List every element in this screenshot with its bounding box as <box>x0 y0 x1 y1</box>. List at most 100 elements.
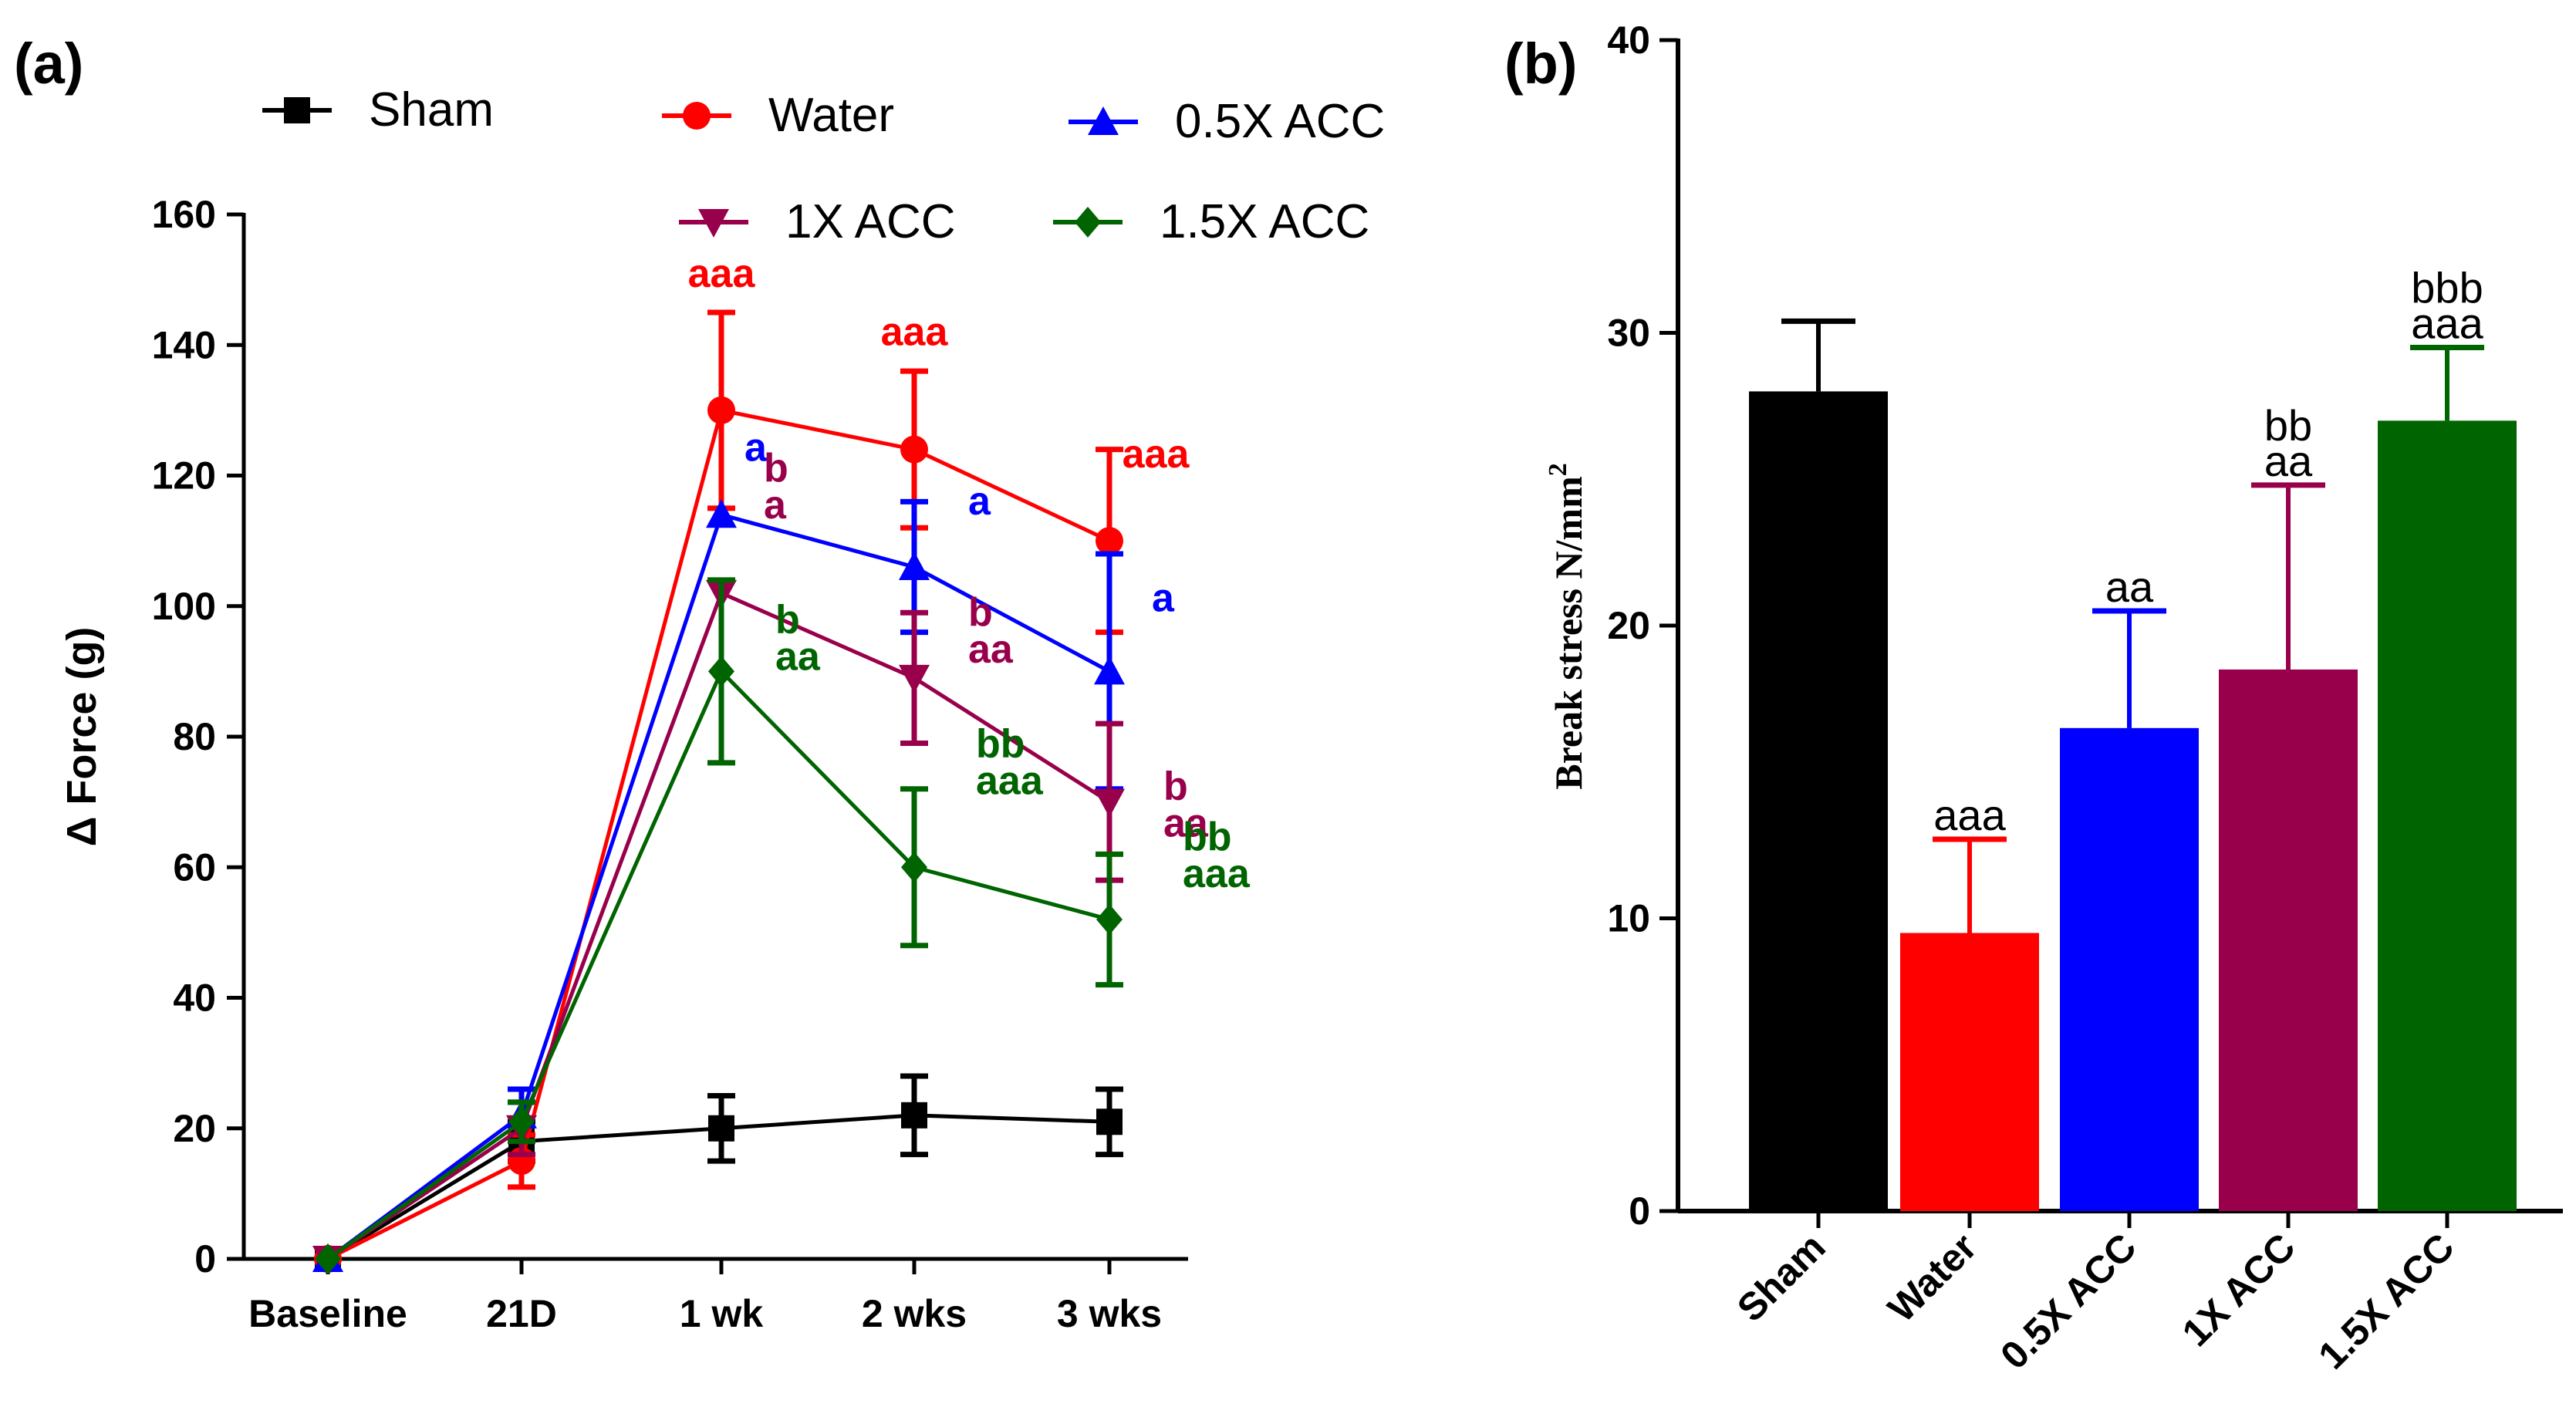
significance-label: a <box>764 483 787 528</box>
panel-a-y-tick-label: 120 <box>152 454 216 498</box>
significance-label: a <box>1152 575 1175 620</box>
data-point <box>1096 527 1123 555</box>
bar <box>1900 933 2039 1211</box>
panel-a-y-tick-label: 140 <box>152 323 216 366</box>
significance-label: aa <box>1163 801 1209 846</box>
panel-b-y-tick-label: 0 <box>1629 1189 1650 1233</box>
legend-marker <box>284 97 310 123</box>
panel-b-y-tick-label: 10 <box>1607 897 1650 940</box>
legend-label: Water <box>768 89 894 142</box>
data-point <box>900 435 928 464</box>
panel-b-x-tick-label: 0.5X ACC <box>1992 1225 2144 1377</box>
panel-a-x-tick-label: 1 wk <box>680 1292 764 1335</box>
legend-marker <box>1075 207 1101 238</box>
panel-a-y-tick-label: 160 <box>152 193 216 236</box>
panel-a-y-tick-label: 40 <box>173 977 216 1020</box>
significance-label: aaa <box>976 758 1044 803</box>
significance-label: aa <box>968 627 1014 672</box>
series-sham <box>315 1073 1123 1272</box>
significance-label: a <box>968 479 991 524</box>
significance-label: bb <box>2264 401 2312 450</box>
significance-label: b <box>968 590 993 635</box>
data-point <box>1096 903 1123 935</box>
panel-a-x-tick-label: 21D <box>486 1292 557 1335</box>
bar <box>1749 391 1888 1211</box>
panel-b-y-axis-title-text: Break stress N/mm <box>1547 476 1590 789</box>
significance-label: aaa <box>1933 791 2006 839</box>
data-point <box>901 1102 927 1129</box>
legend-item: 1X ACC <box>679 195 956 248</box>
panel-a-y-axis-title: Δ Force (g) <box>59 627 105 847</box>
data-point <box>508 1106 535 1138</box>
panel-a-y-tick-label: 60 <box>173 845 216 889</box>
legend-marker <box>1088 106 1119 135</box>
significance-label: aaa <box>2411 299 2483 347</box>
bar-group-sham <box>1749 318 1888 1211</box>
bar-group-0-5x-acc: aa <box>2060 562 2199 1211</box>
significance-label: aaa <box>688 251 756 296</box>
significance-label: aaa <box>881 310 949 355</box>
legend-item: Sham <box>262 83 494 137</box>
significance-label: b <box>775 597 800 642</box>
legend-marker <box>698 209 729 238</box>
panel-b-x-tick-label: Water <box>1879 1225 1985 1331</box>
data-point <box>899 664 930 693</box>
data-point <box>707 396 735 424</box>
significance-label: b <box>764 446 788 491</box>
data-point <box>706 499 737 528</box>
panel-b-y-axis-title: Break stress N/mm2 <box>1544 463 1590 789</box>
data-point <box>1094 788 1125 818</box>
panel-b-label: (b) <box>1504 32 1578 96</box>
bar <box>2378 420 2517 1211</box>
panel-a-x-tick-label: Baseline <box>248 1292 407 1335</box>
data-point <box>708 656 734 687</box>
legend-label: 0.5X ACC <box>1175 95 1385 148</box>
panel-a-y-tick-label: 0 <box>194 1237 216 1280</box>
bar-group-water: aaa <box>1900 791 2039 1211</box>
panel-a-label: (a) <box>14 32 83 96</box>
panel-b-x-tick-label: Sham <box>1729 1225 1834 1330</box>
significance-label: aa <box>2105 562 2154 611</box>
significance-label: bbb <box>2411 263 2483 312</box>
significance-label: b <box>1163 764 1188 809</box>
legend-marker <box>683 102 711 130</box>
legend-label: 1X ACC <box>785 195 956 248</box>
panel-b-x-tick-label: 1X ACC <box>2174 1225 2304 1355</box>
panel-a-y-tick-label: 100 <box>152 585 216 628</box>
data-point <box>901 852 927 883</box>
significance-label: bb <box>976 721 1025 766</box>
data-point <box>315 1243 341 1274</box>
significance-label: bb <box>1183 815 1232 859</box>
data-point <box>708 1115 734 1142</box>
legend-item: Water <box>662 89 894 142</box>
legend-item: 1.5X ACC <box>1053 195 1369 248</box>
panel-a-x-tick-label: 2 wks <box>862 1292 967 1335</box>
panel-a-y-tick-label: 80 <box>173 715 216 758</box>
panel-b-x-tick-label: 1.5X ACC <box>2310 1225 2462 1377</box>
significance-label: aaa <box>1123 432 1190 477</box>
bar <box>2060 727 2199 1211</box>
significance-label: aa <box>2264 437 2313 485</box>
panel-b-y-tick-label: 30 <box>1607 312 1650 355</box>
legend-item: 0.5X ACC <box>1069 95 1385 148</box>
data-point <box>899 551 930 580</box>
panel-b-y-tick-label: 40 <box>1607 19 1650 62</box>
panel-b-y-axis-title-superscript: 2 <box>1544 463 1572 476</box>
panel-a-y-tick-label: 20 <box>173 1107 216 1150</box>
data-point <box>1094 656 1125 685</box>
significance-label: aa <box>775 634 821 679</box>
series-0-5x-acc: aaa <box>312 425 1175 1272</box>
legend-label: Sham <box>369 83 494 137</box>
significance-label: a <box>744 425 768 470</box>
panel-a-x-tick-label: 3 wks <box>1057 1292 1162 1335</box>
significance-label: aaa <box>1183 852 1251 896</box>
panel-b-y-tick-label: 20 <box>1607 604 1650 647</box>
legend-label: 1.5X ACC <box>1160 195 1369 248</box>
data-point <box>1096 1108 1123 1135</box>
